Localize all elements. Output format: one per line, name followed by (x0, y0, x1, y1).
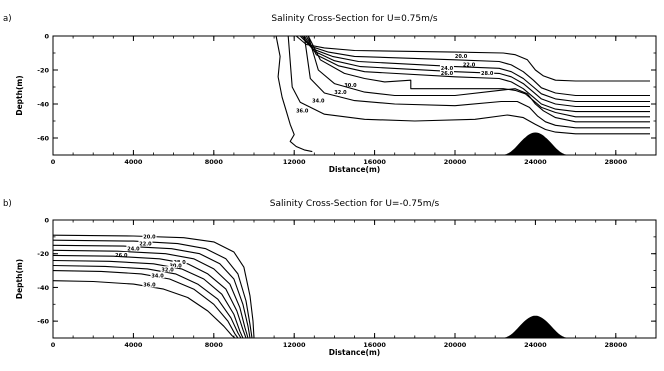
panel-b-ylabel: Depth(m) (15, 259, 24, 299)
panel-a-contour-line (299, 35, 650, 97)
panel-a-contour-label-bg (333, 88, 348, 95)
panel-a-contour-label: 30.0 (344, 83, 357, 89)
panel-a: a) Salinity Cross-Section for U=0.75m/s 0 4… (3, 14, 657, 174)
panel-b-contour-label-bg (160, 266, 175, 273)
panel-b-ytick-label: -40 (37, 284, 49, 292)
panel-b-contour-label-bg (114, 251, 129, 258)
panel-b-xlabel: Distance(m) (329, 348, 380, 357)
panel-a-contour-label-bg (462, 61, 477, 68)
panel-a-letter: a) (3, 14, 12, 24)
panel-b-xtick-label: 0 (51, 341, 56, 349)
panel-a-xtick-label: 8000 (205, 158, 224, 166)
panel-b-seamount (503, 315, 568, 339)
panel-b-contour-label: 32.0 (161, 268, 174, 274)
panel-a-ytick-label: -60 (37, 135, 49, 143)
panel-a-xtick-label: 20000 (444, 158, 467, 166)
panel-a-contour-label-bg (343, 81, 358, 88)
panel-b-xtick-label: 12000 (283, 341, 306, 349)
panel-a-contour-label: 20.0 (455, 54, 468, 60)
panel-a-contour-line (303, 35, 650, 129)
panel-b-xtick-label: 28000 (604, 341, 627, 349)
panel-b-contour-line (52, 239, 253, 339)
panel-b-contour-label: 20.0 (143, 235, 156, 241)
panel-b-contour-line (52, 259, 244, 339)
panel-b: b) Salinity Cross-Section for U=-0.75m/s 0… (3, 199, 657, 357)
panel-b-xtick-label: 24000 (524, 341, 547, 349)
panel-a-xtick-label: 0 (51, 158, 56, 166)
panel-b-contour-line (52, 254, 247, 339)
panel-a-contour-label-bg (454, 52, 469, 59)
panel-b-xtick-label: 16000 (363, 341, 386, 349)
panel-a-contour-label-bg (480, 69, 495, 76)
panel-a-contour-line (303, 35, 650, 108)
panel-a-xtick-label: 16000 (363, 158, 386, 166)
panel-b-contour-line (52, 249, 249, 339)
panel-a-xlabel: Distance(m) (329, 165, 380, 174)
panel-a-contour-line (307, 35, 650, 118)
panel-a-contour-label: 34.0 (312, 98, 325, 104)
panel-b-contour-label: 36.0 (143, 283, 156, 289)
panel-b-contour-label-bg (168, 262, 183, 269)
panel-a-contour-label: 22.0 (463, 63, 476, 69)
panel-b-ytick-label: -20 (37, 250, 49, 258)
panel-b-ytick-label: 0 (44, 217, 49, 225)
panel-a-seamount (503, 132, 568, 156)
panel-b-contour-label: 24.0 (127, 246, 140, 252)
panel-b-contour-label-bg (142, 281, 157, 288)
panel-b-xtick-label: 8000 (205, 341, 224, 349)
panel-b-contour-label-bg (150, 272, 165, 279)
panel-b-contour-label-bg (126, 245, 141, 252)
panel-b-xtick-label: 4000 (124, 341, 143, 349)
panel-a-contour-label: 26.0 (441, 71, 454, 77)
panel-b-xtick-label: 20000 (444, 341, 467, 349)
panel-a-contour-label: 24.0 (441, 66, 454, 72)
panel-a-xtick-label: 4000 (124, 158, 143, 166)
panel-a-xtick-label: 24000 (524, 158, 547, 166)
panel-a-contour-line (301, 35, 650, 103)
panel-b-contour-line (52, 264, 242, 339)
panel-a-contour-label: 32.0 (334, 90, 347, 96)
panel-a-contour-label: 36.0 (296, 109, 309, 115)
panel-b-title: Salinity Cross-Section for U=-0.75m/s (270, 199, 440, 209)
panel-a-contour-label-bg (295, 107, 310, 114)
panel-a-ytick-label: -20 (37, 67, 49, 75)
panel-b-ytick-label: -60 (37, 318, 49, 326)
panel-a-contour-line (287, 35, 650, 135)
panel-a-contour-line (305, 35, 650, 113)
panel-a-frame (52, 35, 657, 156)
panel-b-contour-label-bg (142, 233, 157, 240)
panel-b-contour-line (52, 280, 236, 339)
panel-a-contour-line (275, 35, 313, 153)
panel-b-contour-label: 30.0 (169, 263, 182, 269)
panel-a-title: Salinity Cross-Section for U=0.75m/s (271, 14, 438, 24)
panel-a-xtick-label: 12000 (283, 158, 306, 166)
panel-b-contour-label-bg (138, 240, 153, 247)
panel-b-letter: b) (3, 199, 12, 209)
panel-b-contour-label: 22.0 (139, 241, 152, 247)
panel-a-ylabel: Depth(m) (15, 75, 24, 115)
panel-a-ytick-label: -40 (37, 101, 49, 109)
panel-b-contour-line (52, 244, 251, 339)
panel-a-contour-label-bg (439, 69, 454, 76)
panel-b-contour-label-bg (172, 258, 187, 265)
panel-a-contour-label: 28.0 (481, 71, 494, 77)
panel-b-contour-label: 34.0 (151, 273, 164, 279)
panel-a-contour-line (307, 35, 650, 123)
panel-a-contour-label-bg (439, 64, 454, 71)
panel-a-ytick-label: 0 (44, 33, 49, 41)
panel-a-contour-line (295, 35, 650, 82)
panel-a-xtick-label: 28000 (604, 158, 627, 166)
panel-b-contour-line (52, 270, 239, 339)
panel-a-contour-label-bg (311, 97, 326, 104)
